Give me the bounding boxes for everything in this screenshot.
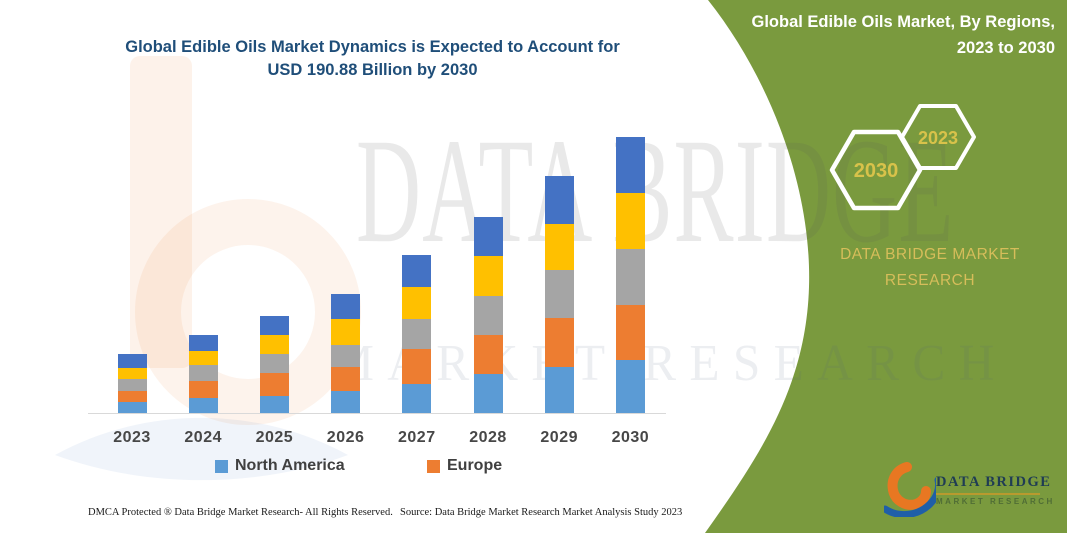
bar-segment-unlabeled-blue-2023 [117, 354, 147, 369]
legend-swatch-europe [427, 459, 440, 473]
x-axis-label-2025: 2025 [255, 429, 294, 446]
bar-segment-unlabeled-blue-2027 [402, 255, 432, 287]
bar-segment-unlabeled-gray-2023 [117, 378, 147, 391]
bar-segment-unlabeled-blue-2024 [188, 335, 218, 351]
legend-label-north-america: North America [235, 457, 345, 474]
bar-segment-unlabeled-yellow-2025 [259, 334, 289, 354]
side-heading-line2: 2023 to 2030 [956, 39, 1055, 57]
brand-text-line1: DATA BRIDGE MARKET [840, 246, 1020, 263]
bar-segment-unlabeled-gray-2030 [615, 249, 645, 306]
legend-item-europe: Europe [427, 457, 502, 475]
hexagon-2030 [829, 129, 923, 211]
bar-segment-north-america-2030 [615, 360, 645, 414]
bar-segment-unlabeled-gray-2029 [544, 269, 574, 319]
bar-segment-europe-2027 [402, 349, 432, 384]
bar-segment-unlabeled-gray-2026 [331, 344, 361, 367]
bar-segment-unlabeled-blue-2026 [331, 294, 361, 319]
side-panel-shape [705, 0, 1067, 533]
side-heading-line1: Global Edible Oils Market, By Regions, [751, 13, 1056, 31]
x-axis-label-2028: 2028 [469, 429, 507, 446]
bar-segment-unlabeled-gray-2024 [188, 365, 218, 381]
x-axis-label-2027: 2027 [398, 429, 436, 446]
x-axis-label-2029: 2029 [540, 429, 578, 446]
chart-title-line1: Global Edible Oils Market Dynamics is Ex… [125, 38, 620, 56]
bar-segment-unlabeled-gray-2027 [402, 318, 432, 349]
bar-segment-unlabeled-yellow-2030 [615, 193, 645, 250]
bar-segment-unlabeled-gray-2028 [473, 295, 503, 335]
bar-segment-north-america-2024 [188, 398, 218, 414]
legend-label-europe: Europe [447, 457, 503, 474]
bar-segment-north-america-2028 [473, 373, 503, 414]
brand-text: DATA BRIDGE MARKET RESEARCH [830, 242, 1030, 294]
legend-item-north-america: North America [215, 457, 345, 475]
side-panel-heading: Global Edible Oils Market, By Regions, 2… [725, 9, 1056, 61]
watermark-market-research: MARKET RESEARCH [330, 335, 1008, 392]
x-axis-label-2026: 2026 [326, 429, 365, 446]
x-axis-label-2030: 2030 [611, 429, 650, 446]
bar-segment-north-america-2023 [117, 401, 147, 414]
bar-segment-europe-2029 [544, 318, 574, 367]
logo-gold-underline [936, 493, 1040, 495]
logo-subtitle-text: MARKET RESEARCH [936, 497, 1055, 506]
bar-segment-europe-2026 [331, 366, 361, 391]
hexagon-2023 [900, 104, 976, 170]
bar-segment-unlabeled-gray-2025 [259, 353, 289, 374]
bar-segment-north-america-2027 [402, 383, 432, 414]
bar-segment-north-america-2025 [259, 395, 289, 414]
dbmr-logo: DATA BRIDGE MARKET RESEARCH [884, 462, 1054, 517]
dbmr-logo-icon [884, 462, 936, 517]
bar-segment-unlabeled-yellow-2026 [331, 318, 361, 345]
bar-segment-unlabeled-blue-2030 [615, 136, 645, 194]
bar-segment-unlabeled-blue-2029 [544, 176, 574, 224]
chart-legend: North America Europe [0, 457, 1067, 477]
brand-text-line2: RESEARCH [884, 272, 976, 289]
chart-title: Global Edible Oils Market Dynamics is Ex… [85, 36, 660, 82]
bar-segment-unlabeled-blue-2025 [259, 315, 289, 335]
hexagon-2023-label: 2023 [918, 128, 958, 148]
bar-segment-unlabeled-yellow-2023 [117, 368, 147, 379]
bar-segment-unlabeled-yellow-2029 [544, 223, 574, 270]
bar-segment-europe-2025 [259, 373, 289, 396]
bar-segment-europe-2024 [188, 380, 218, 399]
bar-segment-europe-2028 [473, 334, 503, 374]
x-axis-label-2023: 2023 [113, 429, 151, 446]
bar-segment-unlabeled-yellow-2024 [188, 350, 218, 366]
chart-title-line2: USD 190.88 Billion by 2030 [267, 61, 478, 79]
x-axis-label-2024: 2024 [184, 429, 222, 446]
bar-segment-north-america-2029 [544, 366, 574, 414]
bar-segment-north-america-2026 [331, 390, 361, 414]
hexagon-2030-label: 2030 [854, 160, 899, 182]
bar-segment-europe-2023 [117, 390, 147, 402]
bar-segment-unlabeled-yellow-2028 [473, 255, 503, 296]
bar-segment-unlabeled-yellow-2027 [402, 286, 432, 319]
logo-name-text: DATA BRIDGE [936, 474, 1052, 490]
legend-swatch-north-america [215, 459, 228, 473]
bar-segment-unlabeled-blue-2028 [473, 216, 503, 256]
dmca-footer-text: DMCA Protected ® Data Bridge Market Rese… [88, 507, 393, 518]
bar-segment-europe-2030 [615, 305, 645, 361]
source-footer-text: Source: Data Bridge Market Research Mark… [400, 507, 683, 518]
x-axis-line [88, 413, 666, 414]
watermark-data-bridge: DATA BRIDGE [356, 108, 955, 274]
